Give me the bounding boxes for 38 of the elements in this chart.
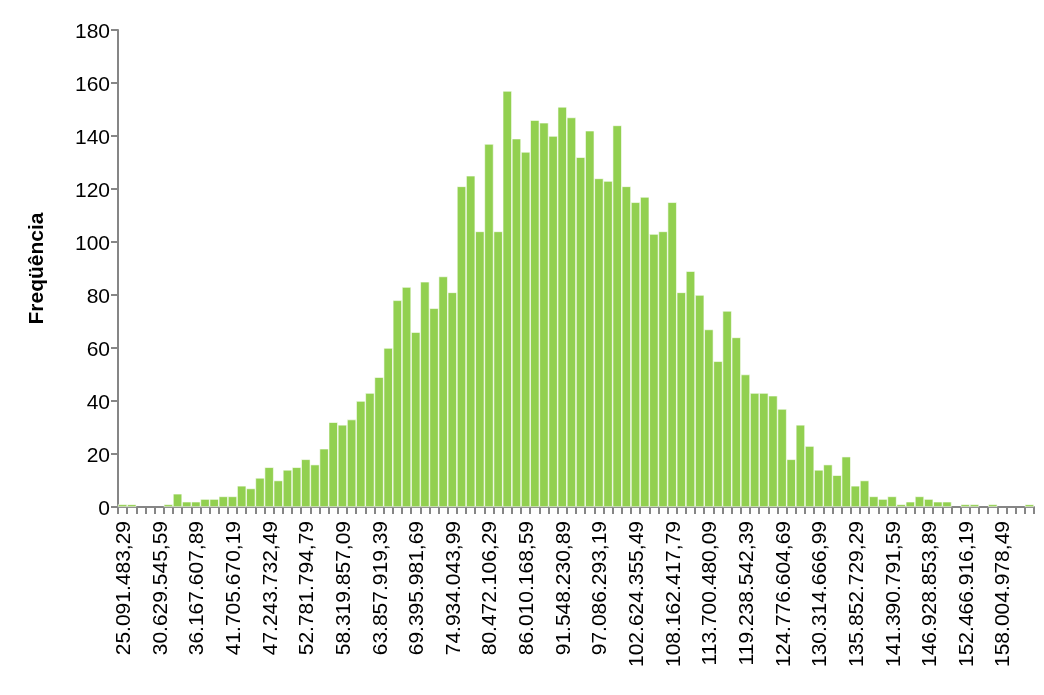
y-tick-label: 120: [74, 177, 110, 201]
y-tick-label: 180: [74, 18, 110, 42]
x-tick-label: 141.390.791,59: [880, 521, 904, 667]
x-tick-label: 69.395.981,69: [404, 521, 428, 656]
y-tick-label: 100: [74, 230, 110, 254]
x-tick-label: 152.466.916,19: [953, 521, 977, 667]
x-tick-label: 86.010.168,59: [514, 521, 538, 656]
x-tick-label: 135.852.729,29: [843, 521, 867, 667]
x-tick-label: 97.086.293,19: [587, 521, 611, 656]
x-tick-label: 58.319.857,09: [330, 521, 354, 656]
x-tick-label: 41.705.670,19: [221, 521, 244, 656]
y-tick-label: 20: [86, 442, 110, 466]
x-tick-label: 130.314.666,99: [807, 521, 831, 667]
y-tick-label: 60: [86, 336, 110, 360]
x-tick-label: 124.776.604,69: [770, 521, 794, 667]
x-tick-label: 113.700.480,09: [697, 521, 721, 666]
x-tick-label: 63.857.919,39: [367, 521, 391, 656]
x-tick-label: 158.004.978,49: [990, 521, 1014, 667]
x-tick-label: 108.162.417,79: [660, 521, 684, 667]
bar: [1024, 504, 1034, 507]
x-tick-label: 30.629.545,59: [147, 521, 171, 656]
x-tick-label: 47.243.732,49: [257, 521, 281, 656]
x-tick-label: 146.928.853,89: [917, 521, 941, 667]
y-tick-label: 80: [86, 283, 110, 307]
x-tick-label: 36.167.607,89: [184, 521, 208, 656]
x-tick-label: 74.934.043,99: [440, 521, 464, 656]
x-tick-label: 25.091.483,29: [111, 521, 135, 656]
y-tick-label: 0: [98, 495, 110, 519]
bar: [988, 504, 998, 507]
y-tick-label: 140: [74, 124, 110, 148]
y-tick-label: 160: [74, 71, 110, 95]
x-tick-label: 52.781.794,79: [294, 521, 318, 656]
y-tick-label: 40: [86, 389, 110, 413]
x-tick-label: 119.238.542,39: [733, 521, 757, 666]
y-axis-title: Freqüência: [24, 212, 47, 325]
x-tick-label: 91.548.230,89: [550, 521, 574, 656]
x-tick-label: 80.472.106,29: [477, 521, 501, 656]
x-tick-label: 102.624.355,49: [624, 521, 648, 667]
